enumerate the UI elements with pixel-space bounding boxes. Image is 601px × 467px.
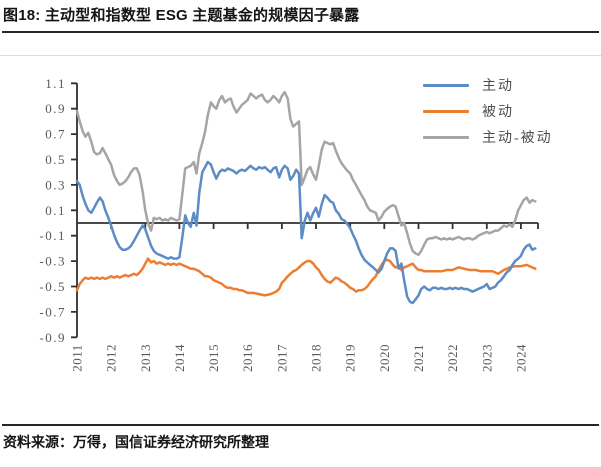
x-tick-label: 2019 [343,344,358,372]
x-tick-label: 2023 [479,344,494,372]
y-tick-label: 0.1 [45,203,66,218]
legend-item-passive: 被动 [423,98,553,124]
y-tick-label: -0.9 [39,330,66,345]
footer-divider [2,424,599,426]
x-tick-label: 2018 [309,344,324,372]
figure-top-border [0,55,601,56]
legend-line-icon-active [423,83,469,87]
y-tick-label: 0.9 [45,101,66,116]
legend-label: 主动 [482,79,514,94]
x-axis-zero-line [77,222,539,229]
y-tick-label: -0.5 [39,279,66,294]
x-tick-label: 2015 [206,344,221,372]
y-tick-label: 0.7 [45,127,66,142]
y-tick-label: 0.3 [45,177,66,192]
source-note: 资料来源：万得，国信证券经济研究所整理 [3,434,269,450]
x-tick-label: 2013 [138,344,153,372]
x-tick-label: 2024 [513,344,528,372]
legend-line-icon-passive [423,109,469,113]
y-tick-label: -0.7 [39,304,66,319]
x-tick-label: 2012 [104,344,119,372]
legend-label: 主动-被动 [482,131,553,146]
title-divider [2,31,599,33]
figure-title: 图18: 主动型和指数型 ESG 主题基金的规模因子暴露 [3,7,360,24]
x-tick-label: 2022 [445,344,460,372]
legend-item-active-minus-passive: 主动-被动 [423,124,553,150]
y-axis [71,82,78,339]
x-tick-label: 2011 [70,344,85,372]
legend-item-active: 主动 [423,72,553,98]
x-tick-label: 2020 [377,344,392,372]
legend-label: 被动 [482,105,514,120]
y-tick-label: -0.1 [39,228,66,243]
y-tick-label: 0.5 [45,152,66,167]
chart-legend: 主动 被动 主动-被动 [423,72,553,150]
series-line-passive [75,257,537,297]
x-tick-label: 2017 [274,344,289,372]
series-line-active-minus-passive [75,90,537,257]
x-tick-label: 2016 [240,344,255,372]
x-tick-label: 2014 [172,344,187,372]
x-tick-label: 2021 [411,344,426,372]
series-line-active [75,160,537,305]
y-tick-label: -0.3 [39,254,66,269]
legend-line-icon-active-minus-passive [423,135,469,139]
y-tick-label: 1.1 [45,76,66,91]
